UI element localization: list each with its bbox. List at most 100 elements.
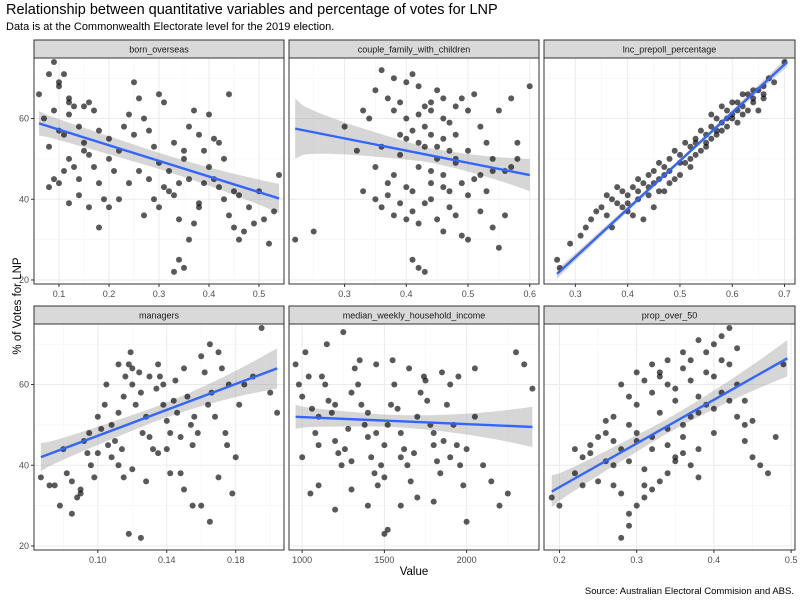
data-point bbox=[603, 212, 610, 219]
data-point bbox=[215, 474, 222, 481]
data-point bbox=[332, 438, 339, 444]
data-point bbox=[403, 135, 410, 142]
data-point bbox=[137, 534, 144, 541]
data-point bbox=[390, 75, 397, 82]
data-point bbox=[129, 381, 136, 388]
data-point bbox=[687, 377, 694, 384]
data-point bbox=[56, 83, 62, 90]
facet-strip-label: born_overseas bbox=[129, 45, 189, 55]
data-point bbox=[624, 192, 631, 199]
data-point bbox=[155, 450, 162, 457]
data-point bbox=[713, 131, 720, 138]
data-point bbox=[196, 131, 202, 138]
data-point bbox=[381, 474, 388, 481]
data-point bbox=[713, 115, 720, 122]
regression-line bbox=[40, 367, 278, 459]
data-point bbox=[471, 413, 478, 420]
data-point bbox=[397, 99, 404, 106]
data-point bbox=[201, 147, 207, 154]
data-point bbox=[307, 490, 314, 497]
data-point bbox=[226, 212, 232, 219]
regression-line bbox=[38, 122, 280, 200]
data-point bbox=[131, 131, 137, 138]
data-point bbox=[666, 155, 673, 162]
data-point bbox=[51, 482, 58, 489]
data-point bbox=[703, 143, 710, 150]
data-point bbox=[292, 361, 299, 368]
facet-strip-label: couple_family_with_children bbox=[358, 45, 471, 55]
data-point bbox=[66, 155, 72, 162]
data-point bbox=[56, 180, 62, 187]
panel-border bbox=[543, 323, 796, 551]
data-point bbox=[587, 442, 594, 449]
data-point bbox=[440, 115, 447, 122]
data-point bbox=[726, 325, 733, 331]
data-point bbox=[384, 526, 391, 533]
data-point bbox=[127, 349, 134, 356]
data-point bbox=[74, 494, 81, 501]
data-point bbox=[618, 490, 625, 497]
x-tick-label: 0.4 bbox=[400, 289, 413, 299]
data-point bbox=[61, 131, 67, 138]
panel-border bbox=[33, 323, 285, 551]
data-point bbox=[374, 482, 381, 489]
data-point bbox=[458, 232, 465, 239]
data-point bbox=[216, 139, 222, 146]
data-point bbox=[641, 466, 648, 473]
data-point bbox=[156, 373, 163, 380]
data-point bbox=[358, 401, 365, 408]
data-point bbox=[415, 83, 422, 90]
regression-line bbox=[295, 415, 533, 429]
data-point bbox=[348, 458, 355, 465]
data-point bbox=[366, 115, 373, 122]
x-tick-label: 0.3 bbox=[630, 555, 643, 565]
data-point bbox=[496, 502, 503, 509]
data-point bbox=[734, 99, 741, 106]
data-point bbox=[221, 196, 227, 203]
data-point bbox=[692, 151, 699, 158]
x-tick-label: 1500 bbox=[374, 555, 394, 565]
data-point bbox=[739, 91, 746, 98]
data-point bbox=[403, 115, 410, 122]
data-point bbox=[136, 168, 142, 174]
data-point bbox=[181, 155, 187, 162]
x-tick-label: 0.3 bbox=[338, 289, 351, 299]
x-tick-label: 0.6 bbox=[523, 289, 536, 299]
data-point bbox=[66, 95, 72, 102]
data-point bbox=[181, 264, 187, 271]
data-point bbox=[471, 91, 478, 98]
data-point bbox=[63, 470, 70, 477]
data-point bbox=[602, 417, 609, 424]
data-point bbox=[526, 83, 533, 90]
facet-strip-label: prop_over_50 bbox=[642, 311, 698, 321]
data-point bbox=[191, 107, 197, 114]
data-point bbox=[488, 478, 495, 485]
data-point bbox=[129, 466, 136, 473]
data-point bbox=[602, 430, 609, 436]
data-point bbox=[656, 409, 663, 416]
data-point bbox=[177, 470, 184, 477]
data-point bbox=[656, 159, 662, 166]
data-point bbox=[111, 168, 117, 174]
x-tick-label: 0.2 bbox=[103, 289, 116, 299]
data-point bbox=[310, 228, 317, 235]
data-point bbox=[734, 345, 741, 352]
data-point bbox=[372, 196, 379, 203]
data-point bbox=[750, 99, 757, 106]
data-point bbox=[656, 478, 663, 485]
data-point bbox=[477, 123, 484, 130]
chart-title: Relationship between quantitative variab… bbox=[6, 2, 498, 18]
data-point bbox=[624, 200, 631, 207]
data-point bbox=[46, 184, 52, 191]
x-tick-label: 0.3 bbox=[569, 289, 582, 299]
confidence-band bbox=[40, 348, 278, 472]
data-point bbox=[348, 389, 355, 396]
data-point bbox=[141, 115, 147, 122]
data-point bbox=[440, 228, 447, 235]
data-point bbox=[150, 446, 156, 453]
panel-border bbox=[288, 57, 540, 285]
data-point bbox=[76, 176, 82, 183]
data-point bbox=[477, 208, 484, 215]
data-point bbox=[680, 365, 686, 372]
data-point bbox=[384, 421, 391, 428]
